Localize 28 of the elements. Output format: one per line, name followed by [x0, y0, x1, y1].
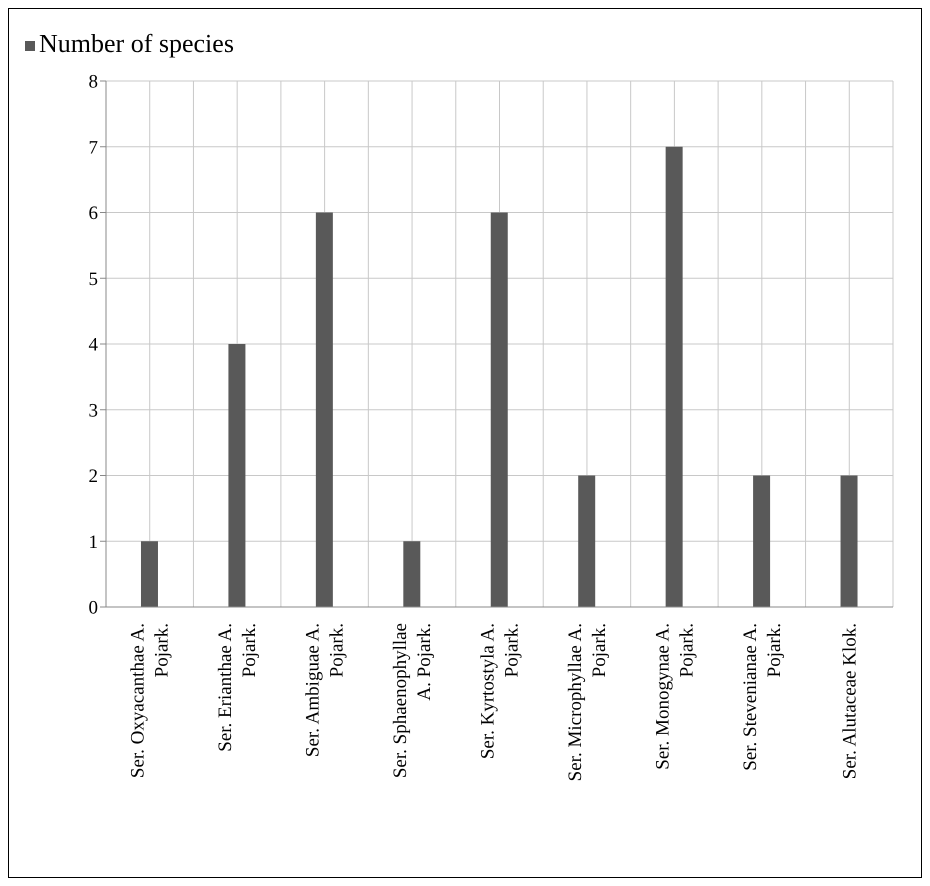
x-tick-label: Ser. Alutaceae Klok.	[839, 623, 860, 780]
y-tick-label: 8	[88, 72, 98, 93]
bar	[228, 344, 246, 607]
y-tick-label: 5	[88, 268, 98, 290]
x-tick-label: Ser. Microphyllae A. Pojark.	[564, 623, 610, 782]
legend-label: Number of species	[39, 29, 234, 58]
bar	[666, 146, 683, 607]
bar	[490, 212, 508, 607]
bar	[753, 476, 770, 607]
x-tick-label: Ser. Sphaenophyllae A. Pojark.	[390, 623, 436, 778]
x-tick-label: Ser. Kyrtostyla A. Pojark.	[478, 623, 522, 760]
bar	[578, 476, 596, 607]
y-tick-label: 4	[88, 334, 98, 356]
y-tick-label: 3	[88, 400, 98, 422]
bar	[840, 476, 858, 607]
bar	[316, 212, 333, 607]
bar	[140, 541, 158, 607]
x-tick-label: Ser. Erianthae A. Pojark.	[215, 623, 260, 752]
y-tick-label: 7	[88, 137, 98, 158]
bar	[403, 541, 420, 607]
y-tick-label: 1	[88, 532, 98, 553]
y-tick-label: 6	[88, 203, 98, 224]
x-tick-label: Ser. Stevenianae A. Pojark.	[740, 623, 785, 771]
x-tick-label: Ser. Monogynae A. Pojark.	[652, 623, 698, 770]
y-tick-label: 2	[88, 466, 98, 488]
x-tick-label: Ser. Oxyacanthae A. Pojark.	[128, 623, 173, 778]
x-tick-label: Ser. Ambiguae A. Pojark.	[302, 623, 348, 758]
y-tick-label: 0	[88, 598, 98, 619]
